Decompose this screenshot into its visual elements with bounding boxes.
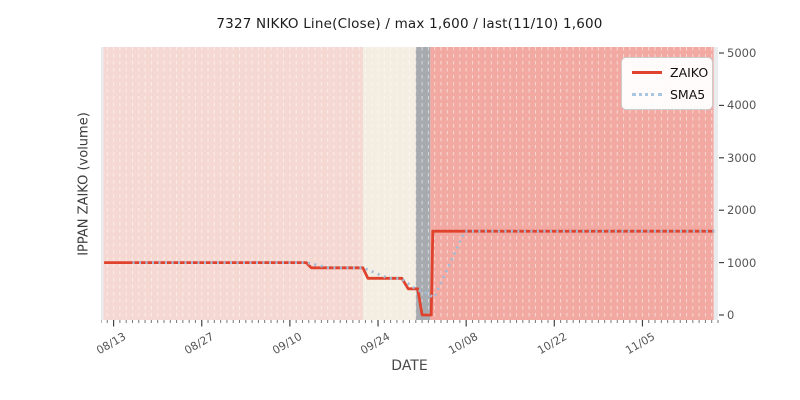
x-axis-label: DATE bbox=[391, 358, 428, 374]
legend-label: SMA5 bbox=[670, 87, 706, 102]
y-tick-label: 4000 bbox=[727, 98, 757, 113]
chart-title: 7327 NIKKO Line(Close) / max 1,600 / las… bbox=[216, 16, 603, 32]
sma5-line-swatch bbox=[632, 93, 662, 96]
x-tick-label: 08/13 bbox=[94, 330, 129, 358]
legend: ZAIKO SMA5 bbox=[621, 57, 713, 110]
legend-item-zaiko: ZAIKO bbox=[632, 65, 708, 80]
y-tick-label: 3000 bbox=[727, 150, 757, 165]
zaiko-line-swatch bbox=[632, 71, 662, 74]
legend-label: ZAIKO bbox=[670, 65, 709, 80]
y-tick-label: 1000 bbox=[727, 255, 757, 270]
signal-band-3 bbox=[415, 47, 431, 320]
x-tick-label: 11/05 bbox=[622, 330, 657, 358]
x-tick-label: 10/08 bbox=[446, 330, 481, 358]
y-tick-label: 2000 bbox=[727, 203, 757, 218]
y-tick-label: 0 bbox=[727, 308, 735, 322]
legend-item-sma5: SMA5 bbox=[632, 87, 706, 102]
y-tick-label: 5000 bbox=[727, 46, 757, 60]
y-axis-label: IPPAN ZAIKO (volume) bbox=[76, 112, 92, 256]
x-tick-label: 09/24 bbox=[358, 330, 393, 358]
x-tick-label: 10/22 bbox=[534, 330, 569, 358]
x-tick-label: 09/10 bbox=[270, 330, 305, 358]
series-zaiko bbox=[104, 229, 715, 317]
x-tick-label: 08/27 bbox=[182, 330, 217, 358]
series-sma5 bbox=[132, 229, 715, 300]
